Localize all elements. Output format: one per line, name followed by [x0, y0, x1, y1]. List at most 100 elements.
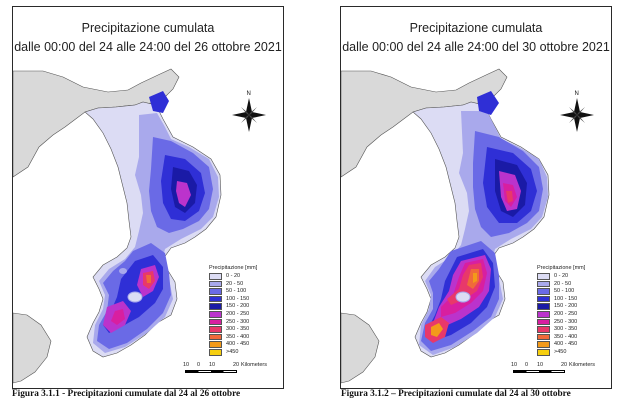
- map-panel-1: N Precipitazione cumulata dalle 00:00 de…: [12, 6, 284, 389]
- legend-swatch: [537, 341, 550, 348]
- legend-item: 150 - 200: [209, 303, 269, 311]
- legend-item: 50 - 100: [209, 288, 269, 296]
- legend-title: Precipitazione [mm]: [537, 265, 586, 271]
- legend-label: 200 - 250: [226, 311, 250, 317]
- sicily-land: [341, 312, 380, 384]
- legend-title: Precipitazione [mm]: [209, 265, 258, 271]
- legend-label: 350 - 400: [554, 333, 578, 340]
- low-rain-spot-2: [119, 268, 127, 274]
- map-1-title-line1: Precipitazione cumulata: [81, 21, 215, 35]
- legend-swatch: [537, 326, 550, 333]
- legend-swatch: [209, 295, 222, 303]
- legend-label: 200 - 250: [554, 311, 578, 317]
- legend-item: 50 - 100: [537, 288, 597, 296]
- legend-item: 100 - 150: [537, 295, 597, 304]
- legend-swatch: [209, 303, 222, 310]
- sicily-land: [13, 312, 52, 384]
- legend-label: 100 - 150: [554, 295, 578, 302]
- scale-tick: 10: [209, 362, 216, 368]
- legend-label: 150 - 200: [554, 303, 578, 310]
- legend-item: 20 - 50: [537, 280, 597, 289]
- legend-label: 250 - 300: [554, 318, 578, 325]
- zone-400-450-southwest: [431, 323, 443, 337]
- legend-swatch: [537, 303, 550, 310]
- legend-item: 350 - 400: [537, 333, 597, 342]
- legend-swatch: [209, 349, 222, 356]
- precipitation-map-2: N: [341, 68, 594, 384]
- legend-swatch: [537, 280, 550, 288]
- legend-item: 250 - 300: [209, 318, 269, 327]
- north-label: N: [247, 91, 251, 97]
- legend-swatch: [209, 311, 222, 318]
- figure-caption-2: Figura 3.1.2 – Precipitazioni cumulate d…: [341, 389, 571, 399]
- legend-label: 50 - 100: [226, 288, 247, 295]
- north-label: N: [575, 91, 579, 97]
- legend-item: 100 - 150: [209, 295, 269, 304]
- legend-item: 400 - 450: [209, 341, 269, 349]
- map-2-title-line2: dalle 00:00 del 24 alle 24:00 del 30 ott…: [342, 40, 610, 54]
- scale-tick: 10: [511, 362, 518, 368]
- legend-label: 20 - 50: [554, 280, 572, 287]
- legend-swatch: [209, 333, 222, 341]
- legend-swatch: [209, 341, 222, 348]
- legend-label: >450: [226, 349, 239, 355]
- zone-300-350-north: [506, 191, 513, 203]
- legend-swatch: [537, 288, 550, 295]
- precipitation-map-1: N: [13, 68, 266, 384]
- scale-tick: 10: [183, 362, 190, 368]
- legend-item: 150 - 200: [537, 303, 597, 311]
- legend-label: 250 - 300: [226, 318, 250, 325]
- legend-swatch: [537, 318, 550, 326]
- scale-graphic: [185, 370, 237, 373]
- legend-label: 0 - 20: [226, 273, 241, 279]
- scale-tick: 20: [561, 362, 568, 368]
- scale-unit: Kilometers: [569, 362, 595, 368]
- legend-swatch: [209, 318, 222, 326]
- legend-label: 0 - 20: [554, 273, 569, 279]
- scale-unit: Kilometers: [241, 362, 267, 368]
- zone-north-blue: [477, 91, 499, 115]
- figure-caption-1: Figura 3.1.1 - Precipitazioni cumulate d…: [12, 389, 241, 399]
- legend-label: 50 - 100: [554, 288, 575, 295]
- legend-item: 300 - 350: [537, 326, 597, 334]
- legend-item: 20 - 50: [209, 280, 269, 289]
- legend-label: 100 - 150: [226, 295, 250, 302]
- legend-label: 20 - 50: [226, 280, 244, 287]
- legend-label: >450: [554, 349, 567, 355]
- legend-swatch: [209, 273, 222, 280]
- legend-item: 0 - 20: [537, 273, 597, 281]
- zone-250-300: [111, 309, 125, 325]
- legend-swatch: [209, 326, 222, 333]
- legend-item: >450: [209, 349, 269, 357]
- legend-item: 0 - 20: [209, 273, 269, 281]
- legend-label: 150 - 200: [226, 303, 250, 310]
- north-arrow: N: [560, 91, 594, 132]
- scale-tick: 0: [197, 362, 201, 368]
- low-rain-spot: [127, 291, 143, 303]
- legend-item: 350 - 400: [209, 333, 269, 342]
- legend-item: 250 - 300: [537, 318, 597, 327]
- map-2-title-line1: Precipitazione cumulata: [409, 21, 543, 35]
- legend-label: 300 - 350: [554, 326, 578, 333]
- low-rain-spot: [455, 291, 471, 303]
- zone-400-450: [473, 273, 477, 283]
- legend-swatch: [209, 280, 222, 288]
- north-arrow: N: [232, 91, 266, 132]
- scale-tick: 10: [537, 362, 544, 368]
- scale-tick: 20: [233, 362, 240, 368]
- legend-swatch: [537, 311, 550, 318]
- legend-label: 350 - 400: [226, 333, 250, 340]
- legend-label: 300 - 350: [226, 326, 250, 333]
- zone-north-blue: [149, 91, 169, 113]
- legend-swatch: [537, 333, 550, 341]
- legend-swatch: [537, 349, 550, 356]
- legend-label: 400 - 450: [226, 341, 250, 348]
- legend-label: 400 - 450: [554, 341, 578, 348]
- legend-swatch: [537, 273, 550, 280]
- map-panel-2: N Precipitazione cumulata dalle 00:00 de…: [340, 6, 612, 389]
- legend-item: 200 - 250: [209, 311, 269, 319]
- scale-graphic: [513, 370, 565, 373]
- legend-item: >450: [537, 349, 597, 357]
- legend-swatch: [537, 295, 550, 303]
- legend-item: 400 - 450: [537, 341, 597, 349]
